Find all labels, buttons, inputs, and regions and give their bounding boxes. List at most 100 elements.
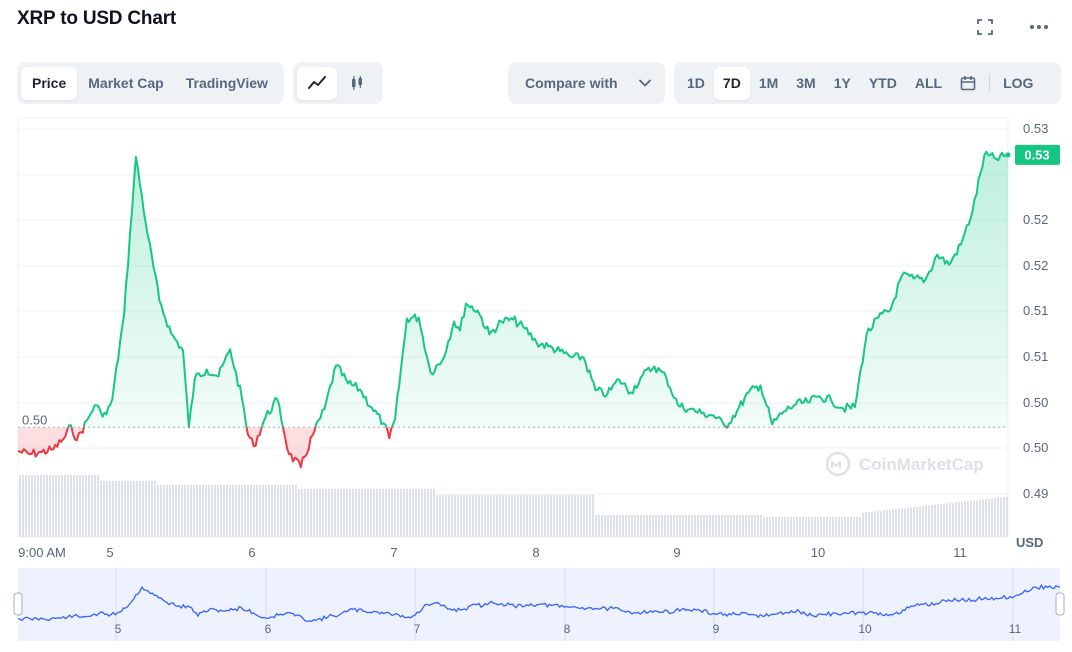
- volume-bar: [121, 481, 123, 537]
- volume-bar: [691, 515, 693, 537]
- navigator-handle[interactable]: [13, 592, 23, 616]
- compare-label: Compare with: [525, 75, 618, 91]
- volume-bar: [259, 485, 261, 537]
- volume-bar: [559, 495, 561, 537]
- volume-bar: [463, 495, 465, 537]
- volume-bar: [604, 515, 606, 537]
- volume-bar: [745, 515, 747, 537]
- range-divider: [989, 74, 991, 92]
- range-selector: 1D 7D 1M 3M 1Y YTD ALL LOG: [674, 62, 1061, 104]
- range-ytd[interactable]: YTD: [868, 75, 897, 91]
- volume-bar: [568, 495, 570, 537]
- volume-bar: [220, 485, 222, 537]
- volume-bar: [1000, 497, 1002, 537]
- volume-bar: [334, 489, 336, 537]
- volume-bar: [76, 475, 78, 537]
- volume-bar: [910, 507, 912, 537]
- volume-bar: [739, 515, 741, 537]
- volume-bar: [619, 515, 621, 537]
- tab-price[interactable]: Price: [21, 66, 78, 100]
- volume-bar: [904, 508, 906, 537]
- line-chart-button[interactable]: [297, 66, 337, 100]
- volume-bar: [805, 517, 807, 537]
- volume-bar: [19, 475, 21, 537]
- volume-bar: [49, 475, 51, 537]
- fullscreen-icon[interactable]: [972, 14, 998, 40]
- volume-bar: [67, 475, 69, 537]
- x-tick-label: 10: [811, 545, 825, 560]
- volume-bar: [409, 489, 411, 537]
- log-scale-toggle[interactable]: LOG: [1003, 75, 1034, 91]
- volume-bar: [256, 485, 258, 537]
- volume-bar: [142, 481, 144, 537]
- volume-bar: [217, 485, 219, 537]
- volume-bar: [184, 485, 186, 537]
- candlestick-button[interactable]: [337, 67, 377, 100]
- volume-bar: [526, 495, 528, 537]
- volume-bar: [175, 485, 177, 537]
- volume-bar: [445, 495, 447, 537]
- volume-bar: [160, 485, 162, 537]
- volume-bar: [712, 515, 714, 537]
- volume-bar: [496, 495, 498, 537]
- volume-bar: [379, 489, 381, 537]
- range-3m[interactable]: 3M: [796, 75, 816, 91]
- volume-bar: [250, 485, 252, 537]
- volume-bar: [610, 515, 612, 537]
- volume-bar: [205, 485, 207, 537]
- volume-bar: [106, 481, 108, 537]
- range-all[interactable]: ALL: [914, 75, 943, 91]
- volume-bar: [907, 507, 909, 537]
- volume-bar: [787, 517, 789, 537]
- range-7d[interactable]: 7D: [713, 66, 750, 100]
- volume-bar: [688, 515, 690, 537]
- volume-bar: [502, 495, 504, 537]
- volume-bar: [532, 495, 534, 537]
- volume-bar: [718, 515, 720, 537]
- volume-bar: [820, 517, 822, 537]
- range-1y[interactable]: 1Y: [833, 75, 851, 91]
- volume-bar: [748, 515, 750, 537]
- volume-bar: [487, 495, 489, 537]
- compare-with-dropdown[interactable]: Compare with: [508, 62, 665, 104]
- volume-bar: [91, 475, 93, 537]
- volume-bar: [490, 495, 492, 537]
- volume-bar: [253, 485, 255, 537]
- candlestick-icon: [352, 76, 362, 90]
- volume-bar: [238, 485, 240, 537]
- volume-bar: [154, 481, 156, 537]
- volume-bar: [346, 489, 348, 537]
- volume-bar: [103, 481, 105, 537]
- volume-bar: [307, 489, 309, 537]
- volume-bar: [292, 485, 294, 537]
- volume-bar: [793, 517, 795, 537]
- range-1d[interactable]: 1D: [687, 75, 705, 91]
- currency-label: USD: [1016, 535, 1043, 550]
- volume-bar: [229, 485, 231, 537]
- volume-bar: [871, 511, 873, 537]
- volume-bar: [241, 485, 243, 537]
- calendar-button[interactable]: [951, 67, 985, 100]
- volume-bar: [550, 495, 552, 537]
- volume-bar: [646, 515, 648, 537]
- navigator-handle[interactable]: [1055, 592, 1065, 616]
- volume-bar: [583, 495, 585, 537]
- volume-bar: [403, 489, 405, 537]
- volume-bar: [886, 510, 888, 537]
- volume-bar: [955, 502, 957, 537]
- volume-bar: [703, 515, 705, 537]
- volume-bar: [133, 481, 135, 537]
- range-1m[interactable]: 1M: [758, 75, 779, 91]
- volume-bar: [664, 515, 666, 537]
- calendar-icon: [960, 76, 976, 91]
- tab-tradingview[interactable]: TradingView: [185, 75, 268, 91]
- more-horizontal-icon[interactable]: [1026, 14, 1052, 40]
- volume-bar: [571, 495, 573, 537]
- volume-bar: [247, 485, 249, 537]
- volume-bars: [19, 475, 1008, 537]
- volume-bar: [508, 495, 510, 537]
- volume-bar: [1003, 497, 1005, 537]
- volume-bar: [685, 515, 687, 537]
- tab-market-cap[interactable]: Market Cap: [88, 75, 164, 91]
- volume-bar: [622, 515, 624, 537]
